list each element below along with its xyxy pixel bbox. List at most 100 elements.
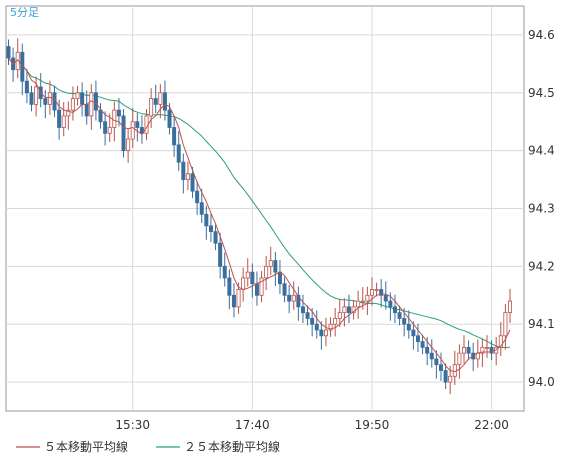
- y-axis-ticks: 94.6 94.5 94.4 94.3 94.2 94.1 94.0: [528, 28, 555, 389]
- candle-body: [406, 323, 411, 331]
- candle-body: [199, 202, 204, 215]
- y-tick-label: 94.0: [528, 375, 555, 389]
- candle-body: [415, 335, 420, 342]
- candle-body: [181, 161, 186, 180]
- candle-body: [250, 271, 255, 285]
- legend: ５本移動平均線 ２５本移動平均線: [16, 439, 280, 454]
- candle-body: [57, 109, 62, 128]
- candle-body: [162, 92, 167, 111]
- candle-body: [305, 312, 310, 319]
- candle-body: [61, 115, 66, 128]
- candle-body: [402, 318, 407, 325]
- y-tick-label: 94.2: [528, 259, 555, 273]
- candle-body: [98, 109, 103, 123]
- candle-body: [369, 289, 374, 296]
- candle-body: [287, 294, 292, 302]
- ma5-line-group: [8, 57, 511, 373]
- candle-body: [107, 127, 112, 134]
- candle-body: [264, 265, 269, 279]
- x-tick-label: 15:30: [115, 418, 150, 432]
- candle-body: [176, 144, 181, 163]
- candle-body: [43, 98, 48, 105]
- x-tick-label: 22:00: [474, 418, 509, 432]
- candle-body: [489, 346, 494, 354]
- legend-label: ５本移動平均線: [44, 439, 128, 454]
- candle-body: [443, 370, 448, 383]
- candle-body: [360, 300, 365, 303]
- candle-body: [300, 306, 305, 314]
- candle-body: [208, 225, 213, 233]
- y-tick-label: 94.1: [528, 317, 555, 331]
- x-tick-label: 17:40: [235, 418, 270, 432]
- candle-body: [273, 260, 278, 273]
- candle-body: [480, 346, 485, 354]
- candle-body: [213, 231, 218, 244]
- candle-body: [218, 242, 223, 267]
- candle-body: [498, 335, 503, 348]
- candle-body: [84, 103, 89, 117]
- candle-body: [259, 277, 264, 296]
- candle-body: [130, 121, 135, 140]
- candle-body: [195, 190, 200, 204]
- candle-body: [328, 323, 333, 331]
- candle-body: [89, 92, 94, 117]
- candle-body: [227, 277, 232, 296]
- candle-body: [80, 92, 85, 105]
- candle-body: [93, 92, 98, 111]
- candle-body: [379, 289, 384, 296]
- candle-body: [254, 283, 259, 296]
- y-tick-label: 94.6: [528, 28, 555, 42]
- candle-body: [66, 109, 71, 117]
- candle-body: [503, 312, 508, 337]
- period-label: 5分足: [10, 6, 39, 19]
- candle-body: [296, 294, 301, 308]
- candle-body: [204, 213, 209, 227]
- candle-body: [323, 329, 328, 337]
- candle-body: [411, 329, 416, 337]
- candle-body: [34, 86, 39, 105]
- candle-body: [383, 294, 388, 302]
- candle-body: [126, 138, 131, 152]
- candle-body: [438, 364, 443, 371]
- legend-label: ２５本移動平均線: [184, 439, 280, 454]
- candle-body: [310, 318, 315, 325]
- candle-body: [268, 260, 273, 267]
- candle-body: [319, 329, 324, 337]
- candle-body: [374, 289, 379, 291]
- candle-body: [507, 300, 512, 314]
- candle-body: [135, 121, 140, 128]
- candle-body: [429, 352, 434, 360]
- x-tick-label: 19:50: [355, 418, 390, 432]
- y-tick-label: 94.5: [528, 86, 555, 100]
- candle-body: [149, 98, 154, 117]
- candle-body: [116, 109, 121, 117]
- candle-body: [457, 352, 462, 366]
- candle-body: [282, 283, 287, 296]
- candle-body: [245, 271, 250, 279]
- candle-body: [158, 92, 163, 105]
- candle-body: [425, 346, 430, 354]
- candle-body: [190, 173, 195, 192]
- candle-body: [346, 306, 351, 314]
- candle-body: [241, 277, 246, 290]
- candle-body: [291, 294, 296, 302]
- candle-body: [277, 271, 282, 285]
- candle-body: [153, 98, 158, 105]
- candle-body: [342, 306, 347, 314]
- candle-body: [337, 312, 342, 319]
- candle-body: [434, 358, 439, 366]
- candle-body: [365, 294, 370, 302]
- candle-body: [333, 318, 338, 325]
- x-axis-ticks: 15:30 17:40 19:50 22:00: [115, 418, 508, 432]
- candle-body: [29, 92, 34, 105]
- candle-body: [47, 92, 52, 105]
- candle-body: [231, 294, 236, 308]
- candle-body: [392, 306, 397, 314]
- candle-body: [314, 323, 319, 331]
- y-tick-label: 94.4: [528, 144, 555, 158]
- candle-body: [466, 346, 471, 354]
- candle-body: [461, 346, 466, 354]
- ma5-line: [8, 57, 511, 373]
- candle-body: [6, 46, 11, 59]
- candle-body: [24, 80, 29, 94]
